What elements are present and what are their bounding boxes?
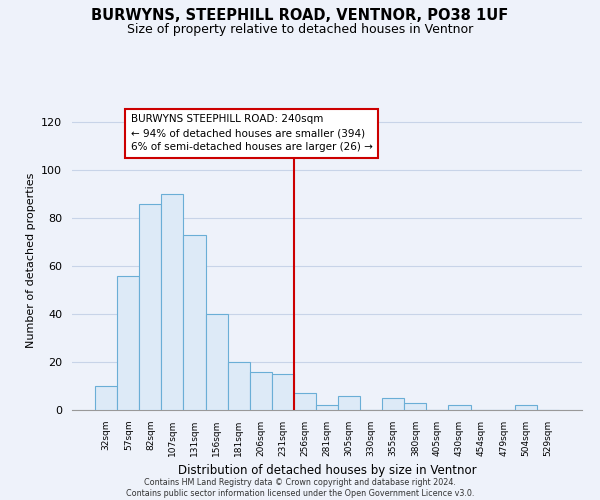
- Y-axis label: Number of detached properties: Number of detached properties: [26, 172, 35, 348]
- Text: BURWYNS STEEPHILL ROAD: 240sqm
← 94% of detached houses are smaller (394)
6% of : BURWYNS STEEPHILL ROAD: 240sqm ← 94% of …: [131, 114, 373, 152]
- Bar: [139, 204, 161, 410]
- X-axis label: Distribution of detached houses by size in Ventnor: Distribution of detached houses by size …: [178, 464, 476, 477]
- Bar: [161, 194, 184, 410]
- Bar: [206, 314, 227, 410]
- Bar: [272, 374, 294, 410]
- Text: BURWYNS, STEEPHILL ROAD, VENTNOR, PO38 1UF: BURWYNS, STEEPHILL ROAD, VENTNOR, PO38 1…: [91, 8, 509, 22]
- Bar: [294, 393, 316, 410]
- Bar: [316, 405, 338, 410]
- Bar: [404, 403, 427, 410]
- Bar: [227, 362, 250, 410]
- Bar: [117, 276, 139, 410]
- Bar: [95, 386, 117, 410]
- Bar: [184, 235, 206, 410]
- Bar: [382, 398, 404, 410]
- Bar: [250, 372, 272, 410]
- Bar: [448, 405, 470, 410]
- Bar: [338, 396, 360, 410]
- Text: Size of property relative to detached houses in Ventnor: Size of property relative to detached ho…: [127, 22, 473, 36]
- Text: Contains HM Land Registry data © Crown copyright and database right 2024.
Contai: Contains HM Land Registry data © Crown c…: [126, 478, 474, 498]
- Bar: [515, 405, 537, 410]
